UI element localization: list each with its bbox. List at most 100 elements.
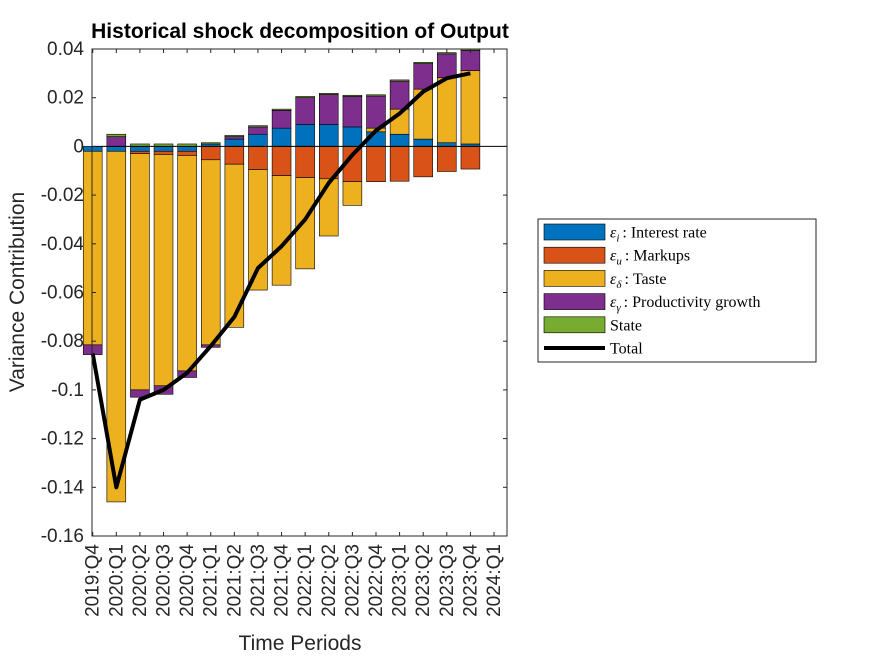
bar-productivity-growth-2022:Q2 [319, 94, 339, 125]
bar-markups-2023:Q2 [413, 146, 433, 178]
bar-interest-rate-2021:Q2 [224, 138, 245, 147]
bar-productivity-growth-2022:Q1 [295, 97, 315, 125]
bar-productivity-growth-2023:Q4 [460, 50, 481, 71]
x-tick-label: 2021:Q4 [272, 544, 293, 617]
bar-productivity-growth-2021:Q2 [224, 136, 245, 140]
bar-markups-2021:Q3 [248, 146, 268, 170]
bar-interest-rate-2019:Q4 [82, 146, 103, 152]
y-axis-label: Variance Contribution [6, 192, 29, 392]
bar-taste-2022:Q1 [295, 177, 315, 270]
x-tick-label: 2024:Q1 [484, 544, 505, 617]
bar-taste-2020:Q1 [106, 150, 127, 503]
bar-interest-rate-2023:Q3 [437, 142, 457, 147]
x-tick-label: 2022:Q2 [319, 544, 340, 617]
x-tick-label: 2021:Q2 [224, 544, 245, 617]
bar-productivity-growth-2020:Q2 [130, 389, 150, 398]
chart-title: Historical shock decomposition of Output [91, 20, 509, 43]
bar-markups-2020:Q3 [153, 150, 174, 155]
total-layer [90, 71, 471, 490]
y-axis: 0.04 0.02 0 -0.02 -0.04 -0.06 -0.08 -0.1 -0.12 -0… [41, 39, 507, 547]
bar-state-2020:Q1 [106, 133, 127, 137]
bar-interest-rate-2021:Q4 [271, 127, 292, 147]
x-tick-label: 2022:Q4 [366, 544, 387, 617]
bar-taste-2021:Q1 [201, 159, 221, 346]
legend-subscript: i [616, 233, 619, 245]
bar-productivity-growth-2020:Q1 [106, 136, 127, 147]
bar-interest-rate-2023:Q1 [389, 133, 410, 147]
x-tick-label: 2020:Q1 [106, 544, 127, 617]
bar-taste-2023:Q3 [437, 77, 457, 144]
total-line [90, 71, 471, 490]
bar-state-2021:Q4 [271, 108, 292, 111]
bar-markups-2022:Q1 [295, 146, 315, 178]
legend-symbol: ε [610, 294, 617, 311]
bar-taste-2019:Q4 [82, 150, 103, 346]
legend-symbol: ε [610, 225, 617, 242]
y-tick-label: -0.02 [41, 185, 84, 206]
x-axis-label: Time Periods [239, 632, 362, 655]
x-tick-label: 2023:Q1 [390, 544, 411, 617]
legend-swatch-taste [543, 270, 606, 287]
bar-state-2022:Q1 [295, 96, 315, 99]
x-tick-label: 2022:Q1 [295, 544, 316, 617]
legend-text: : Markups [625, 248, 690, 265]
y-tick-label: -0.1 [51, 380, 84, 401]
x-tick-label: 2021:Q3 [248, 544, 269, 617]
bar-markups-2023:Q4 [460, 146, 481, 170]
legend-subscript: u [616, 256, 622, 268]
legend-subscript: δ [616, 279, 622, 291]
bar-productivity-growth-2021:Q3 [248, 126, 268, 135]
bar-interest-rate-2020:Q1 [106, 146, 127, 152]
y-tick-label: 0.02 [47, 88, 84, 109]
bar-taste-2023:Q4 [460, 70, 481, 145]
bar-markups-2023:Q3 [437, 146, 457, 172]
legend-entry-label: εi: Interest rate [610, 225, 707, 245]
legend-entry-label: Total [610, 341, 643, 358]
legend-symbol: ε [610, 271, 617, 288]
bar-state-2023:Q1 [389, 79, 410, 82]
x-tick-label: 2020:Q3 [154, 544, 175, 617]
legend-entry-label: State [610, 317, 642, 334]
bar-markups-2020:Q2 [130, 150, 150, 155]
y-tick-label: -0.14 [41, 477, 85, 498]
y-tick-label: -0.04 [41, 234, 85, 255]
bar-interest-rate-2022:Q3 [342, 126, 363, 147]
y-tick-label: -0.12 [41, 429, 84, 450]
y-tick-label: 0.04 [47, 39, 84, 60]
bar-state-2022:Q2 [319, 93, 339, 95]
bar-interest-rate-2020:Q2 [130, 146, 150, 152]
bar-state-2021:Q1 [201, 142, 221, 145]
x-tick-label: 2019:Q4 [83, 544, 104, 617]
x-tick-label: 2022:Q3 [342, 544, 363, 617]
legend-entry-label: εγ: Productivity growth [610, 294, 761, 314]
bar-productivity-growth-2023:Q2 [413, 63, 433, 90]
bar-taste-2022:Q2 [319, 178, 339, 237]
bar-markups-2022:Q4 [366, 146, 386, 183]
legend-subscript: γ [616, 302, 621, 314]
x-tick-label: 2023:Q4 [460, 544, 481, 617]
bar-markups-2021:Q2 [224, 146, 245, 165]
bar-taste-2021:Q2 [224, 163, 245, 328]
bar-productivity-growth-2021:Q4 [271, 110, 292, 129]
y-tick-label: -0.08 [41, 331, 84, 352]
legend-entry-label: εδ: Taste [610, 271, 666, 291]
y-tick-label: -0.06 [41, 283, 84, 304]
bar-productivity-growth-2019:Q4 [82, 344, 103, 355]
bar-taste-2020:Q3 [153, 154, 174, 387]
x-tick-label: 2023:Q3 [437, 544, 458, 617]
x-tick-label: 2023:Q2 [413, 544, 434, 617]
bar-state-2021:Q3 [248, 125, 268, 128]
bar-state-2021:Q2 [224, 135, 245, 137]
x-tick-label: 2021:Q1 [201, 544, 222, 617]
legend-swatch-state [543, 316, 606, 334]
x-axis: 2019:Q4 2020:Q1 2020:Q2 2020:Q3 2020:Q4 2021:… [83, 49, 505, 617]
bar-productivity-growth-2023:Q3 [437, 53, 457, 79]
legend-text: Total [610, 341, 643, 358]
bar-productivity-growth-2022:Q4 [366, 95, 386, 129]
bar-interest-rate-2021:Q3 [248, 133, 268, 147]
y-tick-label: 0 [73, 136, 84, 157]
bar-state-2022:Q3 [342, 94, 363, 97]
